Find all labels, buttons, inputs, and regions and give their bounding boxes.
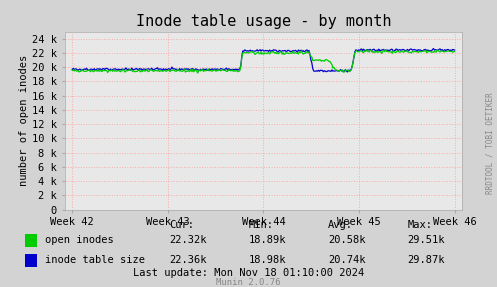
Text: 29.87k: 29.87k	[408, 255, 445, 265]
Text: Cur:: Cur:	[169, 220, 194, 230]
Text: 22.36k: 22.36k	[169, 255, 206, 265]
Text: Min:: Min:	[248, 220, 273, 230]
Y-axis label: number of open inodes: number of open inodes	[19, 55, 29, 186]
Text: 20.74k: 20.74k	[328, 255, 365, 265]
Text: 18.98k: 18.98k	[248, 255, 286, 265]
Text: Avg:: Avg:	[328, 220, 353, 230]
Text: 20.58k: 20.58k	[328, 235, 365, 245]
Text: inode table size: inode table size	[45, 255, 145, 265]
Text: Max:: Max:	[408, 220, 432, 230]
Text: 22.32k: 22.32k	[169, 235, 206, 245]
Text: 29.51k: 29.51k	[408, 235, 445, 245]
Text: 18.89k: 18.89k	[248, 235, 286, 245]
Text: open inodes: open inodes	[45, 235, 113, 245]
Text: Last update: Mon Nov 18 01:10:00 2024: Last update: Mon Nov 18 01:10:00 2024	[133, 268, 364, 278]
Text: Munin 2.0.76: Munin 2.0.76	[216, 278, 281, 287]
Title: Inode table usage - by month: Inode table usage - by month	[136, 14, 391, 29]
Text: RRDTOOL / TOBI OETIKER: RRDTOOL / TOBI OETIKER	[485, 93, 494, 194]
